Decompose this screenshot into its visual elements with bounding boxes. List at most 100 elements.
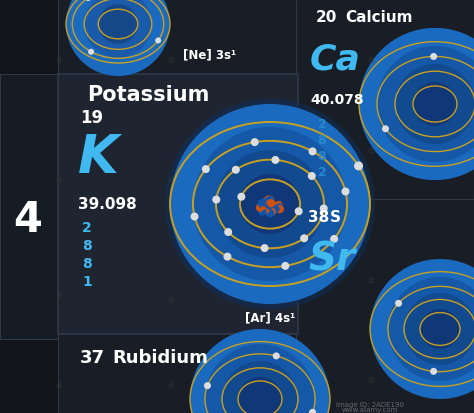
Circle shape xyxy=(261,202,270,210)
Text: 19: 19 xyxy=(80,109,103,127)
Circle shape xyxy=(272,157,279,164)
Bar xyxy=(58,75,298,334)
Text: a: a xyxy=(55,379,61,389)
Circle shape xyxy=(275,204,283,212)
Circle shape xyxy=(224,228,232,237)
Text: 8: 8 xyxy=(82,256,92,271)
Text: 8: 8 xyxy=(318,150,326,163)
Circle shape xyxy=(190,329,330,413)
Bar xyxy=(296,0,474,204)
Text: 4: 4 xyxy=(14,199,43,240)
Text: 2: 2 xyxy=(318,118,327,131)
Circle shape xyxy=(223,253,231,261)
Circle shape xyxy=(261,206,270,214)
Circle shape xyxy=(275,205,284,214)
Text: 39.098: 39.098 xyxy=(78,197,137,212)
Circle shape xyxy=(251,139,259,147)
Circle shape xyxy=(216,151,324,259)
Circle shape xyxy=(377,47,474,163)
Circle shape xyxy=(222,361,298,413)
Text: Potassium: Potassium xyxy=(87,85,209,105)
Circle shape xyxy=(205,344,315,413)
Circle shape xyxy=(202,166,210,174)
Text: K: K xyxy=(78,132,119,183)
Circle shape xyxy=(240,175,300,235)
Circle shape xyxy=(377,47,474,163)
Circle shape xyxy=(85,0,91,2)
Text: S: S xyxy=(330,210,341,225)
Circle shape xyxy=(300,235,308,243)
Circle shape xyxy=(420,309,460,349)
Circle shape xyxy=(395,65,474,145)
Bar xyxy=(0,75,60,339)
Text: a: a xyxy=(367,274,373,284)
Text: [Ne] 3s¹: [Ne] 3s¹ xyxy=(183,48,237,62)
Text: 8: 8 xyxy=(318,134,326,147)
Text: a: a xyxy=(367,55,373,65)
Circle shape xyxy=(155,38,161,44)
Circle shape xyxy=(395,300,402,307)
Circle shape xyxy=(273,353,280,360)
Circle shape xyxy=(165,100,375,309)
Circle shape xyxy=(264,196,273,204)
Circle shape xyxy=(261,244,269,252)
Circle shape xyxy=(309,148,317,156)
Circle shape xyxy=(267,208,276,216)
Circle shape xyxy=(191,213,199,221)
Text: 20: 20 xyxy=(316,10,337,26)
Circle shape xyxy=(370,259,474,399)
Text: 1: 1 xyxy=(82,274,92,288)
Text: a: a xyxy=(167,175,173,185)
Text: 38: 38 xyxy=(308,210,329,225)
Circle shape xyxy=(212,196,220,204)
Circle shape xyxy=(266,209,274,218)
Circle shape xyxy=(84,0,152,59)
Circle shape xyxy=(88,50,94,56)
Text: Ca: Ca xyxy=(310,43,361,77)
Text: a: a xyxy=(55,175,61,185)
Circle shape xyxy=(271,205,280,214)
Text: Sr: Sr xyxy=(308,240,355,278)
Text: a: a xyxy=(167,379,173,389)
Circle shape xyxy=(237,193,246,201)
Text: 40.078: 40.078 xyxy=(310,93,364,107)
Circle shape xyxy=(430,54,437,61)
Circle shape xyxy=(232,166,240,174)
Circle shape xyxy=(395,65,474,145)
Circle shape xyxy=(309,409,316,413)
Text: a: a xyxy=(167,55,173,65)
Circle shape xyxy=(359,29,474,180)
Text: 37: 37 xyxy=(80,348,105,366)
Text: a: a xyxy=(367,145,373,154)
Circle shape xyxy=(281,262,289,270)
Circle shape xyxy=(266,197,274,205)
Text: a: a xyxy=(367,374,373,384)
Circle shape xyxy=(388,277,474,381)
Circle shape xyxy=(98,5,138,45)
Text: [Ar] 4s¹: [Ar] 4s¹ xyxy=(245,311,295,324)
Circle shape xyxy=(265,202,273,210)
Text: Calcium: Calcium xyxy=(345,10,412,26)
Circle shape xyxy=(66,0,170,77)
Circle shape xyxy=(359,29,474,180)
Circle shape xyxy=(264,198,272,206)
Circle shape xyxy=(258,200,266,208)
Circle shape xyxy=(413,83,457,127)
Text: 2: 2 xyxy=(82,221,92,235)
Text: 2: 2 xyxy=(318,166,327,179)
Circle shape xyxy=(330,235,338,243)
Circle shape xyxy=(430,368,437,375)
Circle shape xyxy=(274,202,283,210)
Circle shape xyxy=(238,377,282,413)
Circle shape xyxy=(354,162,363,171)
Circle shape xyxy=(204,382,211,389)
Text: a: a xyxy=(55,55,61,65)
Circle shape xyxy=(193,128,347,281)
Circle shape xyxy=(404,293,474,365)
Text: Image ID: 2ADE190: Image ID: 2ADE190 xyxy=(336,401,404,407)
Circle shape xyxy=(265,200,273,209)
Text: www.alamy.com: www.alamy.com xyxy=(342,406,398,412)
Circle shape xyxy=(258,208,266,216)
Circle shape xyxy=(267,199,275,208)
Bar xyxy=(58,332,298,413)
